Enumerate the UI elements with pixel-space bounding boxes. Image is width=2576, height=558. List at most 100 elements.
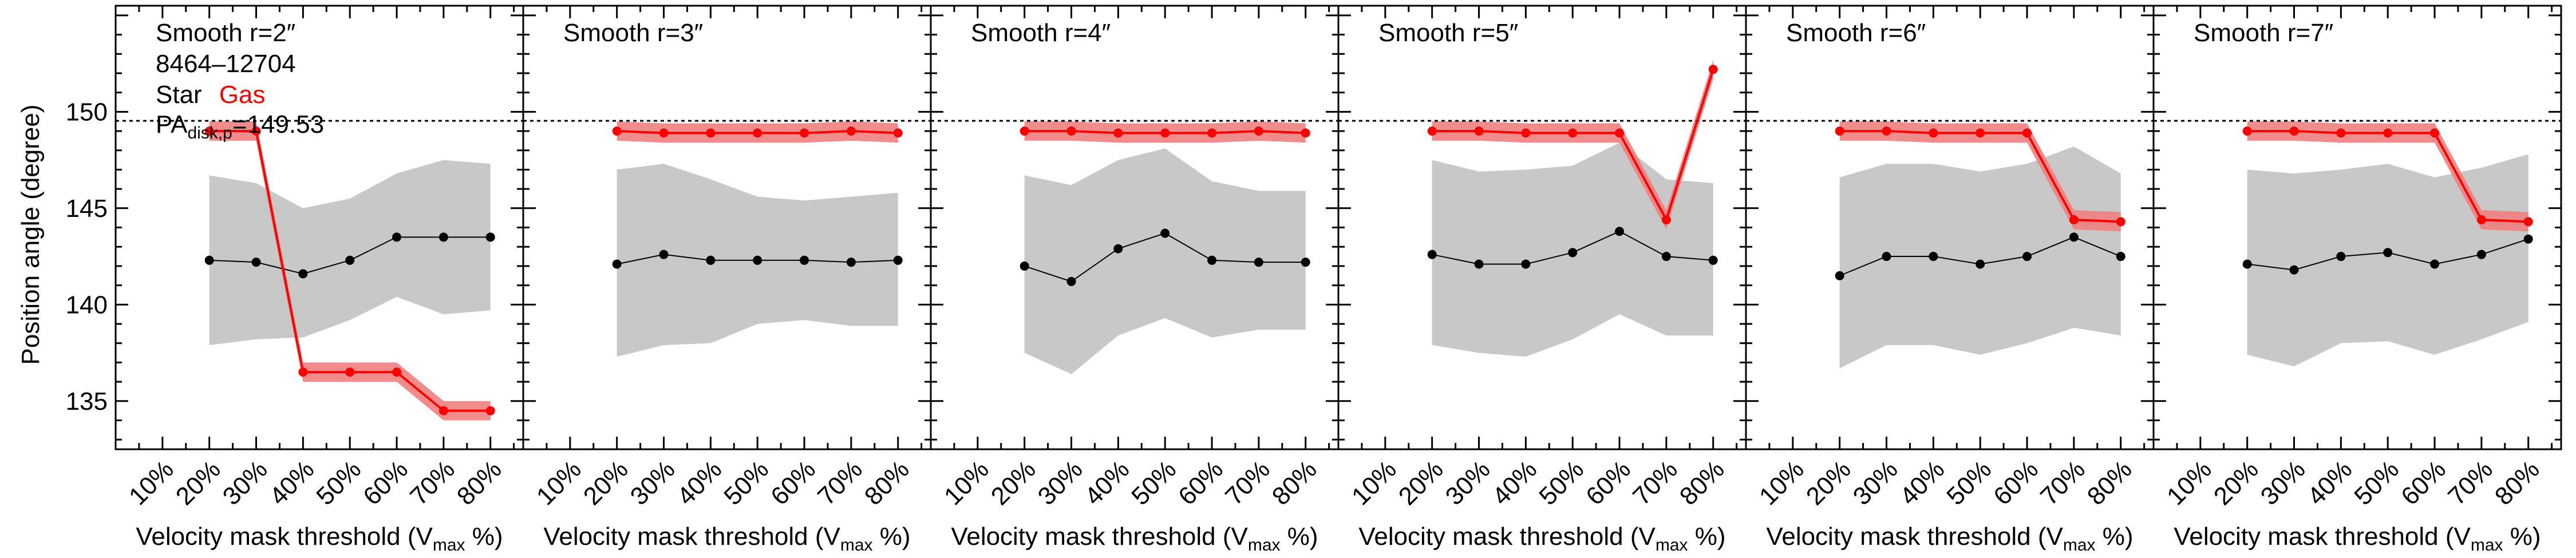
pa-label-main: PA [156, 110, 188, 138]
x-tick-label: 80% [452, 455, 507, 510]
x-tick-label: 40% [2302, 455, 2357, 510]
x-tick-label: 70% [1220, 455, 1275, 510]
gas-point [1301, 128, 1310, 138]
x-tick-label: 30% [625, 455, 681, 510]
panel-title: Smooth r=3″ [563, 19, 703, 47]
star-point [2116, 252, 2125, 262]
gas-point [753, 128, 762, 138]
gas-point [2383, 128, 2393, 138]
x-tick-label: 10% [124, 455, 179, 510]
x-axis-label-subscript: max [1248, 536, 1281, 555]
panel-title: Smooth r=4″ [971, 19, 1111, 47]
x-tick-label: 10% [531, 455, 587, 510]
y-tick-label: 140 [66, 291, 108, 319]
star-point [1301, 258, 1310, 267]
gas-point [1254, 126, 1263, 136]
x-tick-label: 10% [1346, 455, 1402, 510]
star-point [1020, 261, 1029, 271]
star-point [1474, 259, 1484, 269]
star-point [659, 250, 669, 259]
x-tick-label: 60% [2396, 455, 2451, 510]
gas-point [204, 126, 214, 136]
x-tick-label: 40% [1079, 455, 1135, 510]
panel-1: 135 140 145 150 10%20%30%40%50%60%70%80% Velo… [66, 5, 524, 555]
x-tick-label: 80% [2490, 455, 2545, 510]
x-tick-label: 20% [986, 455, 1041, 510]
panel-title: Smooth r=2″ [156, 19, 295, 47]
star-band [2247, 154, 2528, 367]
x-tick-label: 40% [264, 455, 319, 510]
x-tick-label: 50% [718, 455, 774, 510]
panel-2: 10%20%30%40%50%60%70%80% Velocity mask th… [522, 5, 932, 555]
x-axis-label-end: %) [2096, 523, 2134, 551]
legend-gas: Gas [219, 81, 266, 109]
x-tick-label: 20% [1393, 455, 1449, 510]
star-point [298, 269, 308, 279]
star-point [392, 232, 402, 242]
star-point [706, 255, 716, 265]
gas-point [1835, 126, 1844, 136]
star-point [1976, 259, 1985, 269]
x-axis-label-main: Velocity mask threshold (V [1358, 523, 1656, 551]
gas-point [485, 406, 495, 415]
x-tick-label: 20% [171, 455, 226, 510]
panel-5: 10%20%30%40%50%60%70%80% Velocity mask th… [1745, 5, 2155, 555]
x-axis-label-main: Velocity mask threshold (V [1766, 523, 2063, 551]
legend: Star Gas [156, 81, 265, 109]
x-tick-label: 60% [358, 455, 413, 510]
gas-point [1020, 126, 1029, 136]
star-point [846, 258, 856, 267]
panels: 13514014515010%20%30%40%50%60%70%80%Velo… [66, 5, 2562, 555]
gas-point [1066, 126, 1076, 136]
star-point [1661, 252, 1671, 262]
x-tick-label: 30% [1033, 455, 1088, 510]
star-point [612, 259, 622, 269]
x-tick-label: 60% [1581, 455, 1636, 510]
x-axis-label: Velocity mask threshold (Vmax %) [951, 523, 1318, 555]
x-tick-label: 60% [1173, 455, 1228, 510]
gas-point [1521, 128, 1531, 138]
x-axis-label: Velocity mask threshold (Vmax %) [136, 523, 503, 555]
x-tick-label: 80% [859, 455, 915, 510]
x-tick-label: 20% [2208, 455, 2264, 510]
x-tick-label: 60% [765, 455, 821, 510]
x-axis-label: Velocity mask threshold (Vmax %) [2174, 523, 2541, 555]
x-axis-label: Velocity mask threshold (Vmax %) [1358, 523, 1725, 555]
star-band [1024, 148, 1306, 374]
x-tick-label: 30% [2255, 455, 2311, 510]
y-tick-label: 135 [66, 387, 108, 415]
gas-point [298, 367, 308, 377]
x-axis-label-main: Velocity mask threshold (V [2174, 523, 2471, 551]
x-axis-label-end: %) [1281, 523, 1318, 551]
star-point [2430, 259, 2440, 269]
x-tick-label: 50% [1534, 455, 1589, 510]
x-axis-label-end: %) [1688, 523, 1726, 551]
x-axis-label-main: Velocity mask threshold (V [136, 523, 433, 551]
x-axis-label-subscript: max [2471, 536, 2503, 555]
gas-point [438, 406, 448, 415]
x-tick-label: 80% [1674, 455, 1730, 510]
x-tick-label: 70% [2443, 455, 2498, 510]
gas-point [1568, 128, 1578, 138]
gas-point [392, 367, 402, 377]
pa-label-subscript: disk,p [187, 124, 232, 143]
star-point [893, 255, 903, 265]
gas-point [1207, 128, 1217, 138]
gas-point [659, 128, 669, 138]
star-band [1839, 146, 2121, 369]
panel-title: Smooth r=7″ [2194, 19, 2333, 47]
x-tick-label: 50% [2349, 455, 2404, 510]
x-tick-label: 80% [2082, 455, 2138, 510]
x-tick-label: 30% [1440, 455, 1496, 510]
x-axis-label: Velocity mask threshold (Vmax %) [543, 523, 910, 555]
gas-point [1160, 128, 1170, 138]
star-point [438, 232, 448, 242]
x-axis-label-end: %) [873, 523, 911, 551]
gas-point [1882, 126, 1891, 136]
star-point [1568, 248, 1578, 258]
star-point [1708, 255, 1718, 265]
gas-point [2289, 126, 2299, 136]
x-tick-label: 40% [1894, 455, 1950, 510]
legend-star: Star [156, 81, 202, 109]
